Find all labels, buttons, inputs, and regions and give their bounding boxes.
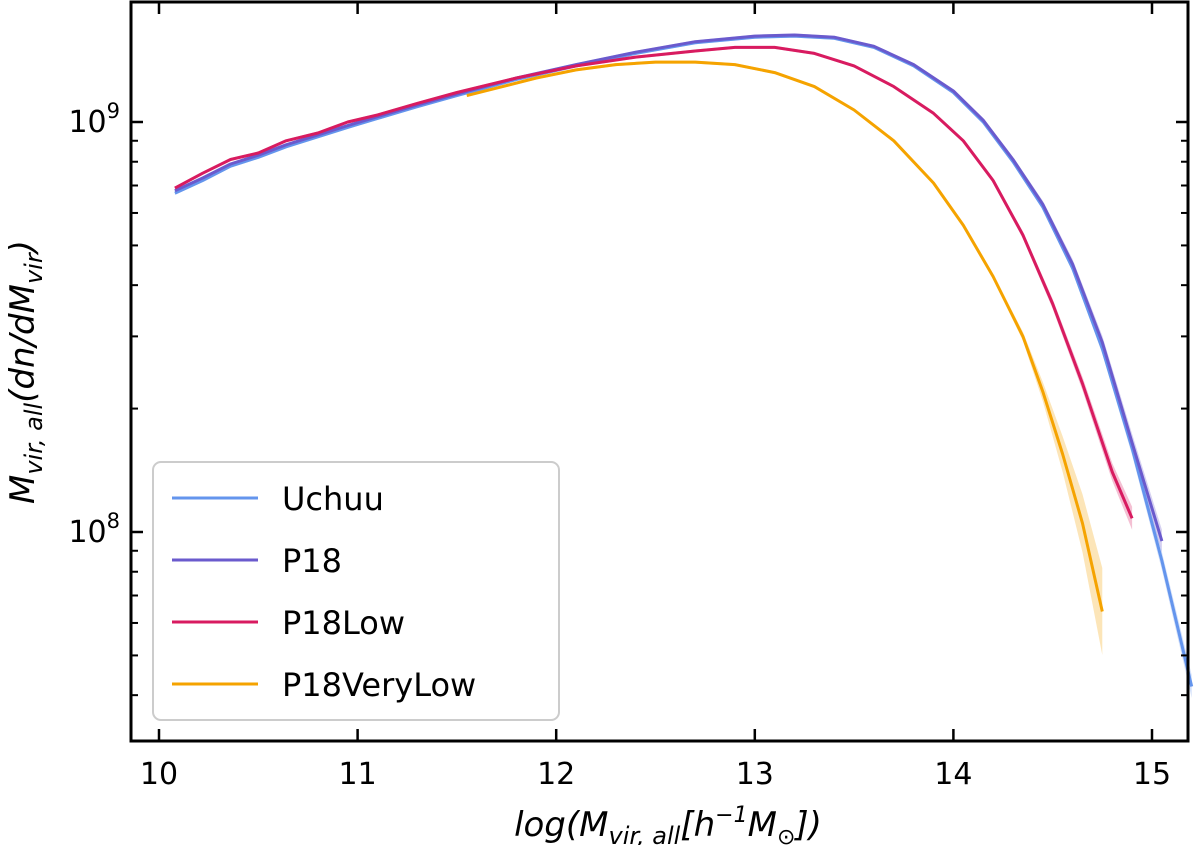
legend-label-P18: P18 bbox=[282, 542, 342, 580]
x-tick-label-12: 12 bbox=[537, 757, 575, 792]
line-P18Low bbox=[174, 45, 1134, 519]
band-P18Low bbox=[174, 45, 1133, 530]
x-axis-label: log(Mvir, all[h−1M⊙]) bbox=[514, 803, 822, 845]
legend: Uchuu P18 P18Low P18VeryLow bbox=[152, 461, 560, 721]
series-lines bbox=[174, 33, 1194, 687]
y-axis-label: Mvir, all(dn/dMvir) bbox=[3, 240, 48, 504]
x-tick-label-15: 15 bbox=[1133, 757, 1171, 792]
x-tick-label-10: 10 bbox=[140, 757, 178, 792]
line-P18 bbox=[174, 33, 1164, 542]
plot-frame bbox=[129, 0, 1190, 743]
legend-label-P18Low: P18Low bbox=[282, 604, 405, 642]
legend-label-P18VeryLow: P18VeryLow bbox=[282, 666, 476, 704]
y-tick-label-1e9: 109 bbox=[68, 99, 120, 140]
x-tick-label-14: 14 bbox=[934, 757, 972, 792]
line-P18VeryLow bbox=[466, 60, 1104, 612]
x-tick-label-13: 13 bbox=[736, 757, 774, 792]
legend-box bbox=[152, 461, 560, 721]
y-tick-label-1e8: 108 bbox=[68, 509, 120, 550]
legend-label-Uchuu: Uchuu bbox=[282, 480, 384, 518]
x-tick-label-11: 11 bbox=[339, 757, 377, 792]
